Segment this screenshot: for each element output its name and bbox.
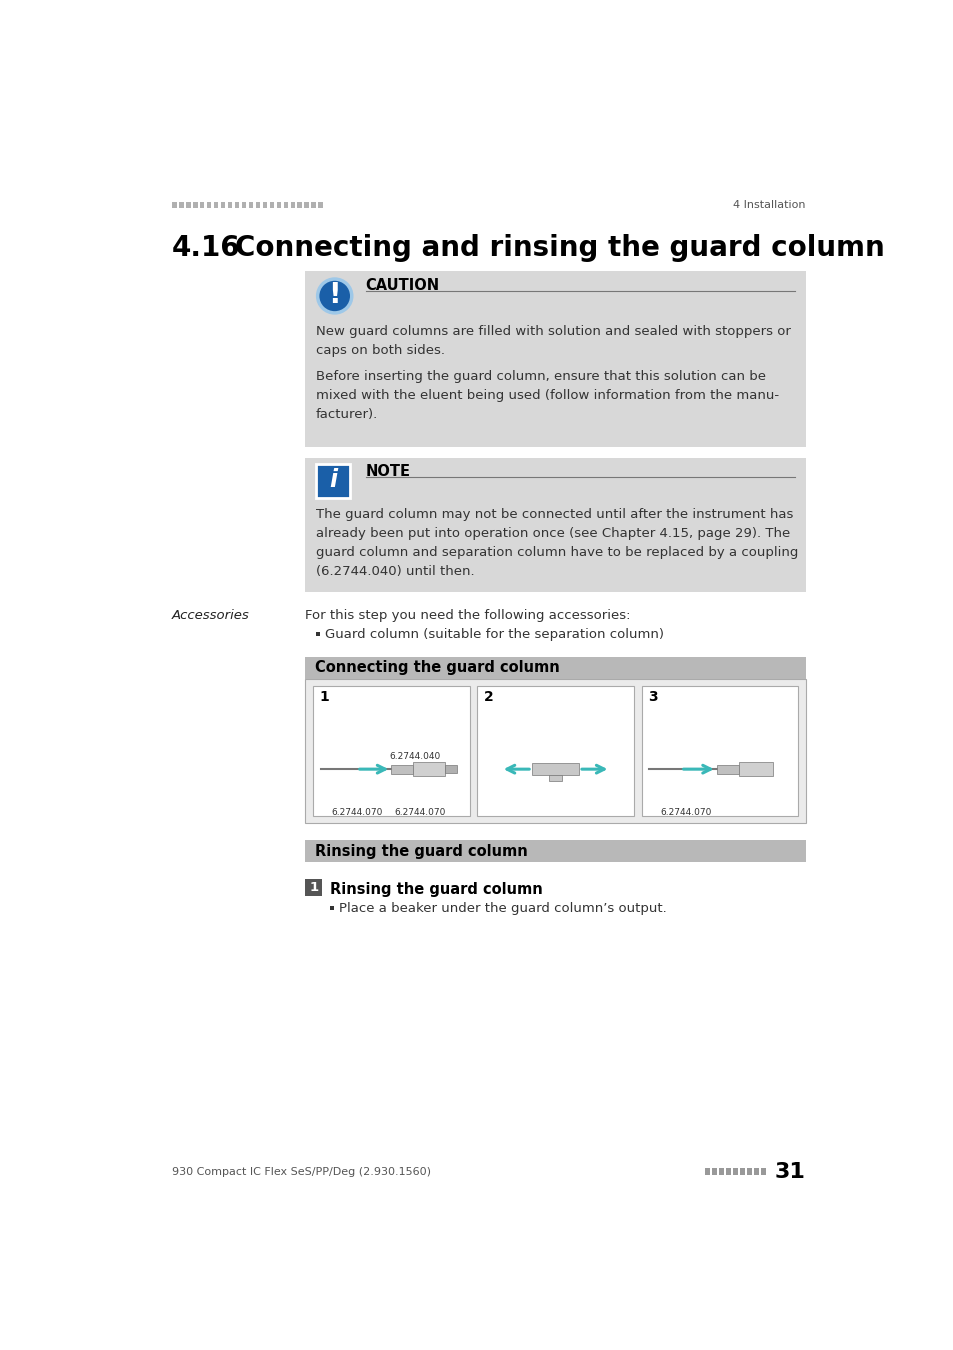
Bar [305,840,805,861]
Text: Before inserting the guard column, ensure that this solution can be
mixed with t: Before inserting the guard column, ensur… [315,370,779,421]
Text: Connecting the guard column: Connecting the guard column [314,660,558,675]
Bar [283,202,288,208]
Bar [725,1168,730,1174]
Bar [305,679,805,824]
Bar [738,763,772,776]
Bar [391,764,413,774]
Text: CAUTION: CAUTION [365,278,439,293]
Bar [476,686,633,815]
Text: Place a beaker under the guard column’s output.: Place a beaker under the guard column’s … [339,902,666,915]
Bar [313,686,469,815]
Bar [193,202,197,208]
Text: For this step you need the following accessories:: For this step you need the following acc… [305,609,630,622]
Bar [199,202,204,208]
Bar [753,1168,758,1174]
Text: NOTE: NOTE [365,464,411,479]
Text: Guard column (suitable for the separation column): Guard column (suitable for the separatio… [325,628,663,641]
Bar [270,202,274,208]
Bar [732,1168,737,1174]
Text: 1: 1 [309,880,318,894]
Bar [297,202,302,208]
Bar [213,202,218,208]
Text: 3: 3 [647,690,657,705]
Text: !: ! [328,281,340,309]
Bar [276,202,281,208]
Bar [304,202,309,208]
Bar [716,764,738,774]
Bar [305,271,805,447]
Bar [241,202,246,208]
Text: 6.2744.070: 6.2744.070 [332,809,383,817]
Text: New guard columns are filled with solution and sealed with stoppers or
caps on b: New guard columns are filled with soluti… [315,325,790,358]
Bar [311,202,315,208]
Bar [330,906,334,910]
Text: 4 Installation: 4 Installation [733,200,805,211]
Text: Rinsing the guard column: Rinsing the guard column [314,844,527,859]
Text: 6.2744.040: 6.2744.040 [389,752,440,761]
Bar [228,202,233,208]
Bar [305,271,805,316]
Bar [315,464,350,498]
Bar [186,202,191,208]
Bar [249,202,253,208]
Bar [746,1168,751,1174]
Bar [704,1168,709,1174]
Bar [234,202,239,208]
Bar [740,1168,744,1174]
Bar [711,1168,716,1174]
Bar [549,775,561,782]
Text: Connecting and rinsing the guard column: Connecting and rinsing the guard column [235,235,884,262]
Bar [413,763,444,776]
Bar [305,879,322,896]
Text: 1: 1 [319,690,329,705]
Bar [315,632,319,636]
Text: 4.16: 4.16 [172,235,240,262]
Bar [760,1168,765,1174]
Text: 31: 31 [774,1162,805,1183]
Bar [641,686,798,815]
Bar [444,765,456,774]
Text: The guard column may not be connected until after the instrument has
already bee: The guard column may not be connected un… [315,508,798,578]
Bar [172,202,176,208]
Bar [305,657,805,679]
Bar [262,202,267,208]
Text: 2: 2 [483,690,493,705]
Text: 6.2744.070: 6.2744.070 [659,809,711,817]
Bar [305,458,805,593]
Bar [255,202,260,208]
Bar [719,1168,723,1174]
Text: Accessories: Accessories [172,609,250,622]
Bar [207,202,212,208]
Text: Rinsing the guard column: Rinsing the guard column [330,882,542,896]
Circle shape [317,279,352,313]
Text: i: i [329,468,336,491]
Text: 930 Compact IC Flex SeS/PP/Deg (2.930.1560): 930 Compact IC Flex SeS/PP/Deg (2.930.15… [172,1168,431,1177]
Bar [291,202,294,208]
Bar [318,202,323,208]
Text: 6.2744.070: 6.2744.070 [394,809,445,817]
Bar [179,202,183,208]
Bar [532,763,578,775]
Bar [220,202,225,208]
